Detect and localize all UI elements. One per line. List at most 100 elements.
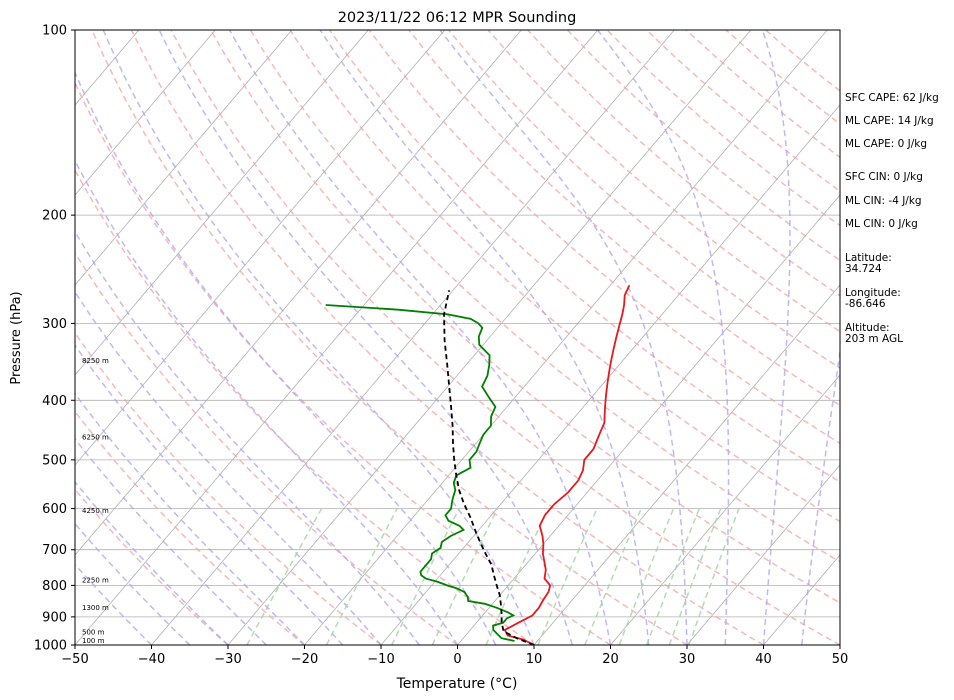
dry-adiabat-line	[75, 331, 382, 645]
isotherm-line	[75, 30, 216, 196]
y-tick-label: 800	[42, 579, 67, 594]
ml-cin-label: ML CIN: -4 J/kg	[845, 195, 922, 207]
moist-adiabat-line	[75, 159, 459, 645]
x-tick-label: 30	[679, 652, 696, 667]
y-tick-label: 600	[42, 502, 67, 517]
x-tick-label: 50	[832, 652, 849, 667]
x-tick-label: −10	[367, 652, 394, 667]
moist-adiabat-line	[75, 522, 191, 645]
moist-adiabat-line	[75, 563, 153, 645]
moist-adiabat-line	[75, 392, 306, 645]
x-tick-label: 0	[453, 652, 461, 667]
dry-adiabat-line	[75, 488, 229, 645]
ml-cin-label-2: ML CIN: 0 J/kg	[845, 218, 918, 230]
latitude-label: Latitude: 34.724	[845, 252, 892, 275]
dry-adiabat-line	[328, 30, 840, 483]
moist-adiabat-line	[75, 480, 229, 645]
dry-adiabat-line	[91, 30, 688, 645]
mixing-ratio-line	[431, 508, 499, 645]
moist-adiabat-line	[75, 437, 267, 645]
isotherm-line	[457, 194, 840, 645]
x-tick-label: −20	[291, 652, 318, 667]
moist-adiabat-line	[761, 30, 791, 645]
x-axis-ticks: −50 −40 −30 −20 −10 0 10 20 30 40 50	[61, 645, 848, 667]
dry-adiabat-line	[289, 30, 840, 523]
isotherm-line	[686, 464, 840, 645]
height-label: 4250 m	[82, 507, 109, 515]
chart-title: 2023/11/22 06:12 MPR Sounding	[338, 10, 577, 26]
moist-adiabat-line	[801, 347, 840, 645]
ml-cape-label-2: ML CAPE: 0 J/kg	[845, 138, 928, 150]
ml-cape-label: ML CAPE: 14 J/kg	[845, 115, 934, 127]
height-label: 8250 m	[82, 357, 109, 365]
altitude-label: Altitude: 203 m AGL	[845, 322, 903, 345]
dry-adiabat-line	[368, 30, 840, 445]
dry-adiabat-line	[408, 30, 840, 407]
moist-adiabat-line	[319, 30, 650, 645]
mixing-ratio-line	[391, 508, 460, 645]
moist-adiabat-line	[158, 30, 574, 645]
height-label: 6250 m	[82, 434, 109, 442]
isotherm-line	[75, 30, 599, 645]
mixing-ratio-line	[584, 508, 642, 645]
dry-adiabat-line	[75, 410, 305, 645]
dry-adiabat-line	[75, 251, 458, 645]
x-tick-label: −40	[138, 652, 165, 667]
plot-area	[75, 30, 840, 645]
mixing-ratio-line	[485, 508, 549, 645]
y-tick-label: 700	[42, 543, 67, 558]
x-tick-label: −50	[61, 652, 88, 667]
y-tick-label: 500	[42, 453, 67, 468]
mixing-ratio-line	[537, 508, 598, 645]
dry-adiabat-line	[130, 30, 764, 645]
isotherm-line	[75, 30, 293, 286]
isotherm-line	[304, 30, 828, 645]
isotherm-line	[380, 104, 840, 645]
dewpoint-line	[325, 304, 516, 642]
y-tick-label: 400	[42, 394, 67, 409]
y-axis-ticks: 100 200 300 400 500 600 700 800 900 1000	[34, 24, 75, 654]
height-label: 100 m	[82, 637, 105, 645]
isotherm-line	[75, 30, 369, 376]
y-tick-label: 200	[42, 209, 67, 224]
background-lines	[75, 30, 840, 645]
moist-adiabat-line	[75, 343, 344, 645]
isotherm-line	[227, 30, 752, 645]
dry-adiabat-line	[75, 81, 611, 645]
mixing-ratio-line	[246, 508, 323, 645]
isotherm-line	[75, 30, 446, 466]
mixing-ratio-line	[618, 508, 675, 645]
parcel-line	[443, 290, 535, 645]
moist-adiabat-line	[75, 230, 420, 645]
isotherm-line	[75, 30, 522, 556]
isotherm-line	[533, 284, 840, 645]
y-axis-label: Pressure (hPa)	[9, 291, 24, 384]
mixing-ratio-line	[645, 508, 700, 645]
height-label: 500 m	[82, 629, 105, 637]
moist-adiabat-line	[597, 30, 730, 645]
moist-adiabat-line	[439, 30, 688, 645]
x-tick-label: −30	[214, 652, 241, 667]
mixing-ratio-line	[688, 508, 740, 645]
sfc-cape-label: SFC CAPE: 62 J/kg	[845, 92, 939, 104]
isotherm-line	[610, 374, 840, 645]
sfc-cin-label: SFC CIN: 0 J/kg	[845, 171, 923, 183]
x-tick-label: 10	[526, 652, 543, 667]
x-axis-label: Temperature (°C)	[396, 676, 518, 692]
x-tick-label: 40	[755, 652, 772, 667]
moist-adiabat-line	[228, 30, 612, 645]
dry-adiabat-line	[527, 30, 840, 297]
sounding-lines	[325, 284, 631, 645]
height-label: 2250 m	[82, 576, 109, 584]
longitude-label: Longitude: -86.646	[845, 287, 901, 310]
y-tick-label: 1000	[34, 639, 67, 654]
x-tick-label: 20	[602, 652, 619, 667]
mixing-ratio-line	[325, 508, 398, 645]
height-label: 1300 m	[82, 604, 109, 612]
y-tick-label: 900	[42, 610, 67, 625]
y-tick-label: 100	[42, 24, 67, 39]
y-tick-label: 300	[42, 317, 67, 332]
temperature-line	[503, 284, 631, 645]
